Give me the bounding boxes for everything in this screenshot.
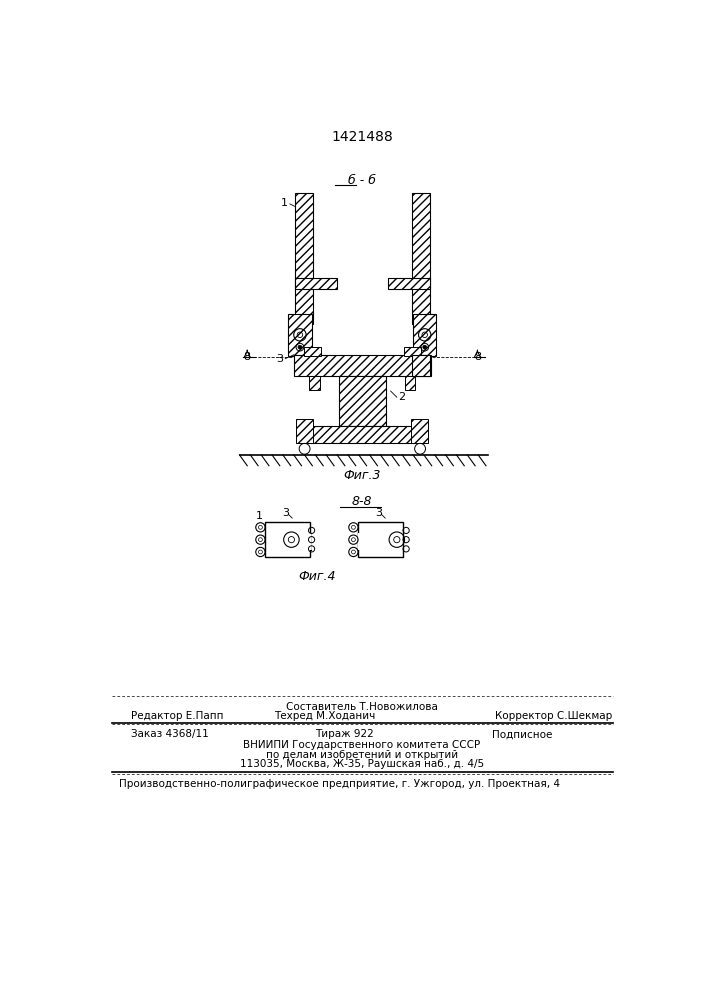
Text: Составитель Т.Новожилова: Составитель Т.Новожилова bbox=[286, 702, 438, 712]
Bar bbox=[309, 376, 320, 390]
Text: Производственно-полиграфическое предприятие, г. Ужгород, ул. Проектная, 4: Производственно-полиграфическое предприя… bbox=[119, 779, 561, 789]
Circle shape bbox=[259, 538, 262, 542]
Circle shape bbox=[288, 537, 295, 543]
Text: 2: 2 bbox=[398, 392, 406, 402]
Bar bbox=[282, 533, 311, 550]
Text: 1: 1 bbox=[255, 511, 262, 521]
Text: 8: 8 bbox=[474, 352, 481, 362]
Circle shape bbox=[259, 525, 262, 529]
Text: 8: 8 bbox=[244, 352, 251, 362]
Bar bbox=[295, 193, 313, 324]
Text: Тираж 922: Тираж 922 bbox=[315, 729, 373, 739]
Text: б - б: б - б bbox=[348, 174, 376, 187]
Text: Заказ 4368/11: Заказ 4368/11 bbox=[131, 729, 209, 739]
Bar bbox=[411, 355, 430, 376]
Text: 3: 3 bbox=[375, 508, 382, 518]
Bar bbox=[288, 314, 312, 356]
Bar bbox=[413, 314, 436, 356]
Bar bbox=[411, 193, 430, 324]
Text: 8-8: 8-8 bbox=[351, 495, 372, 508]
Bar bbox=[309, 426, 416, 443]
Text: Фиг.4: Фиг.4 bbox=[298, 570, 336, 583]
Bar bbox=[387, 278, 430, 289]
Text: по делам изобретений и открытий: по делам изобретений и открытий bbox=[266, 750, 458, 760]
Circle shape bbox=[394, 537, 400, 543]
Text: ВНИИПИ Государственного комитета СССР: ВНИИПИ Государственного комитета СССР bbox=[243, 740, 481, 750]
Text: 3: 3 bbox=[283, 508, 289, 518]
Text: Редактор Е.Папп: Редактор Е.Папп bbox=[131, 711, 223, 721]
Bar bbox=[358, 522, 403, 557]
Circle shape bbox=[423, 345, 426, 349]
Bar bbox=[304, 347, 321, 356]
Circle shape bbox=[351, 538, 356, 542]
Bar bbox=[293, 355, 431, 376]
Bar bbox=[339, 376, 386, 426]
Bar bbox=[404, 347, 421, 356]
Text: 1421488: 1421488 bbox=[331, 130, 393, 144]
Text: Корректор С.Шекмар: Корректор С.Шекмар bbox=[495, 711, 612, 721]
Circle shape bbox=[259, 550, 262, 554]
Text: Фиг.3: Фиг.3 bbox=[343, 469, 380, 482]
Text: 1: 1 bbox=[281, 198, 288, 208]
Bar bbox=[295, 278, 337, 289]
Circle shape bbox=[298, 345, 302, 349]
Circle shape bbox=[351, 550, 356, 554]
Bar bbox=[411, 419, 428, 443]
Bar bbox=[404, 376, 416, 390]
Circle shape bbox=[351, 525, 356, 529]
Text: 3: 3 bbox=[276, 354, 284, 364]
Text: Техред М.Ходанич: Техред М.Ходанич bbox=[274, 711, 375, 721]
Bar bbox=[265, 522, 310, 557]
Bar bbox=[296, 419, 313, 443]
Bar bbox=[358, 533, 387, 550]
Text: 113035, Москва, Ж-35, Раушская наб., д. 4/5: 113035, Москва, Ж-35, Раушская наб., д. … bbox=[240, 759, 484, 769]
Text: Подписное: Подписное bbox=[492, 729, 553, 739]
